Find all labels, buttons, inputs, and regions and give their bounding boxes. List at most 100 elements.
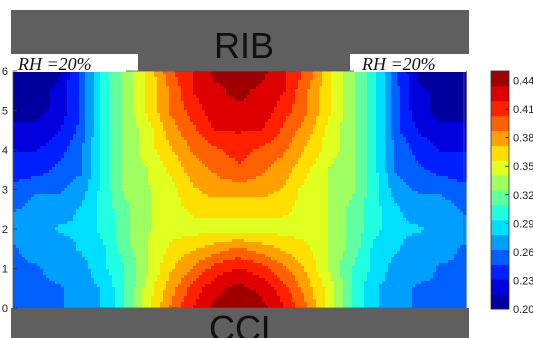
contour-cell: [313, 101, 317, 105]
contour-cell: [55, 101, 59, 105]
contour-cell: [28, 107, 32, 111]
contour-cell: [412, 89, 416, 93]
contour-cell: [280, 77, 284, 81]
contour-cell: [289, 89, 293, 93]
contour-cell: [79, 77, 83, 81]
contour-cell: [280, 101, 284, 105]
contour-cell: [199, 95, 203, 99]
contour-cell: [415, 95, 419, 99]
contour-cell: [223, 104, 227, 108]
contour-cell: [334, 86, 338, 90]
contour-cell: [157, 107, 161, 111]
contour-cell: [292, 89, 296, 93]
contour-cell: [412, 98, 416, 102]
contour-cell: [361, 101, 365, 105]
contour-cell: [76, 101, 80, 105]
contour-cell: [337, 80, 341, 84]
contour-cell: [349, 95, 353, 99]
contour-cell: [388, 83, 392, 87]
contour-cell: [442, 104, 446, 108]
contour-cell: [415, 86, 419, 90]
contour-cell: [316, 98, 320, 102]
contour-cell: [433, 71, 437, 75]
contour-cell: [52, 107, 56, 111]
contour-cell: [358, 101, 362, 105]
contour-cell: [43, 98, 47, 102]
contour-cell: [175, 89, 179, 93]
contour-cell: [373, 86, 377, 90]
contour-cell: [325, 107, 329, 111]
contour-cell: [391, 74, 395, 78]
contour-cell: [250, 104, 254, 108]
contour-cell: [220, 77, 224, 81]
contour-cell: [433, 101, 437, 105]
contour-cell: [220, 107, 224, 111]
contour-cell: [112, 77, 116, 81]
contour-cell: [151, 104, 155, 108]
contour-cell: [97, 80, 101, 84]
contour-cell: [115, 74, 119, 78]
contour-cell: [379, 95, 383, 99]
contour-cell: [325, 83, 329, 87]
contour-cell: [124, 101, 128, 105]
contour-cell: [130, 83, 134, 87]
contour-cell: [262, 110, 266, 114]
contour-cell: [415, 83, 419, 87]
contour-cell: [346, 101, 350, 105]
contour-cell: [367, 101, 371, 105]
contour-cell: [226, 89, 230, 93]
contour-cell: [181, 95, 185, 99]
contour-cell: [160, 80, 164, 84]
contour-cell: [454, 80, 458, 84]
contour-cell: [295, 80, 299, 84]
contour-cell: [148, 101, 152, 105]
contour-cell: [295, 92, 299, 96]
contour-cell: [193, 92, 197, 96]
contour-cell: [163, 89, 167, 93]
contour-cell: [271, 95, 275, 99]
contour-cell: [22, 86, 26, 90]
contour-cell: [436, 101, 440, 105]
contour-cell: [337, 71, 341, 75]
contour-cell: [280, 110, 284, 114]
contour-cell: [352, 77, 356, 81]
contour-cell: [40, 80, 44, 84]
contour-cell: [349, 71, 353, 75]
contour-cell: [175, 80, 179, 84]
contour-cell: [64, 74, 68, 78]
contour-cell: [283, 107, 287, 111]
contour-cell: [295, 74, 299, 78]
contour-cell: [97, 110, 101, 114]
contour-cell: [445, 86, 449, 90]
contour-cell: [157, 89, 161, 93]
contour-cell: [130, 77, 134, 81]
contour-cell: [49, 98, 53, 102]
contour-cell: [322, 83, 326, 87]
contour-cell: [127, 98, 131, 102]
contour-cell: [223, 89, 227, 93]
contour-cell: [391, 98, 395, 102]
contour-cell: [427, 74, 431, 78]
contour-cell: [286, 98, 290, 102]
contour-cell: [442, 110, 446, 114]
contour-cell: [112, 104, 116, 108]
contour-cell: [271, 110, 275, 114]
contour-cell: [118, 113, 122, 117]
contour-cell: [394, 107, 398, 111]
contour-cell: [388, 104, 392, 108]
contour-cell: [148, 113, 152, 117]
contour-cell: [196, 104, 200, 108]
contour-cell: [415, 110, 419, 114]
contour-cell: [319, 89, 323, 93]
contour-cell: [235, 77, 239, 81]
contour-cell: [187, 92, 191, 96]
contour-cell: [22, 110, 26, 114]
contour-cell: [127, 89, 131, 93]
contour-cell: [304, 89, 308, 93]
contour-cell: [451, 101, 455, 105]
contour-cell: [259, 104, 263, 108]
contour-cell: [436, 98, 440, 102]
contour-cell: [37, 101, 41, 105]
contour-cell: [286, 101, 290, 105]
contour-cell: [148, 104, 152, 108]
